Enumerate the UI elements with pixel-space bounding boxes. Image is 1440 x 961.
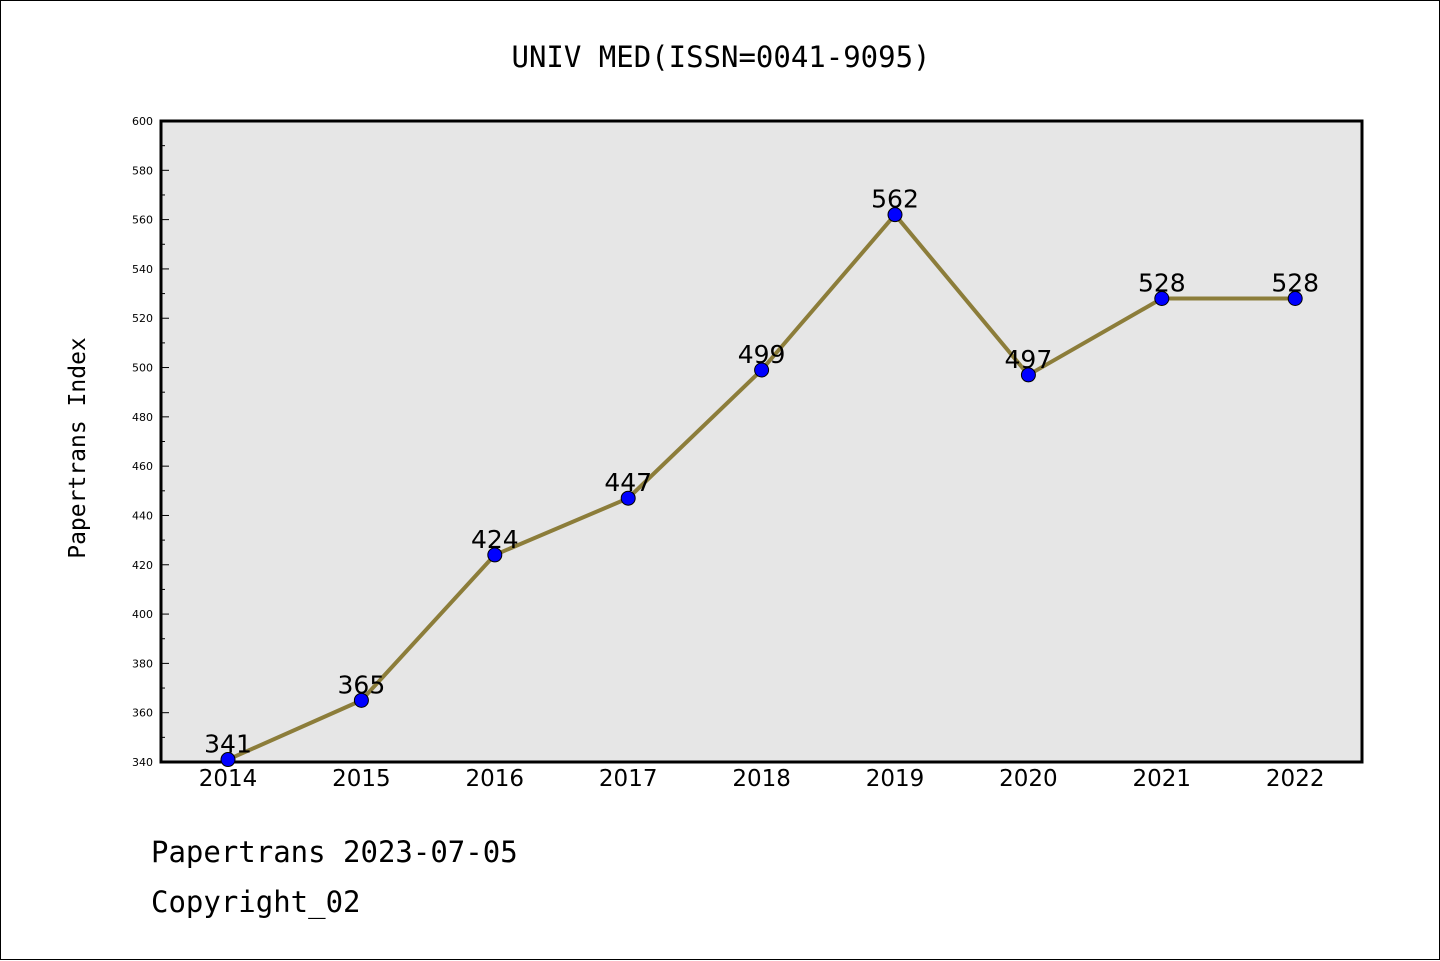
data-point — [353, 692, 369, 708]
x-tick-label: 2019 — [866, 766, 925, 792]
data-point — [487, 547, 503, 563]
y-tick-label: 540 — [132, 263, 153, 276]
series-layer: 341 365 424 447 499 562 497 528 528 — [204, 185, 1319, 768]
x-axis: 2014 2015 2016 2017 2018 2019 2020 2021 2022 — [199, 766, 1325, 792]
y-tick-label: 520 — [132, 312, 153, 325]
x-tick-label: 2014 — [199, 766, 258, 792]
y-tick-label: 420 — [132, 559, 153, 572]
footer-date: Papertrans 2023-07-05 — [151, 835, 518, 869]
x-tick-label: 2016 — [466, 766, 525, 792]
data-point — [754, 362, 770, 378]
x-tick-label: 2022 — [1266, 766, 1325, 792]
y-tick-label: 560 — [132, 214, 153, 227]
y-tick-label: 500 — [132, 362, 153, 375]
y-tick-label: 400 — [132, 608, 153, 621]
data-label: 341 — [204, 730, 252, 759]
y-axis-label: Papertrans Index — [65, 337, 91, 559]
x-tick-label: 2020 — [999, 766, 1058, 792]
chart-title: UNIV MED(ISSN=0041-9095) — [511, 40, 930, 74]
x-tick-label: 2018 — [732, 766, 791, 792]
footer-copyright: Copyright_02 — [151, 885, 361, 919]
y-tick-label: 460 — [132, 460, 153, 473]
data-label: 365 — [338, 670, 386, 699]
data-point — [1154, 291, 1170, 307]
x-tick-label: 2021 — [1133, 766, 1192, 792]
x-tick-label: 2017 — [599, 766, 658, 792]
data-point — [887, 207, 903, 223]
data-label: 424 — [471, 525, 519, 554]
y-axis: 340 360 380 400 420 440 460 480 500 520 540 560 580 6… — [132, 115, 169, 769]
data-label: 528 — [1271, 269, 1319, 298]
data-label: 497 — [1005, 345, 1053, 374]
x-tick-label: 2015 — [332, 766, 391, 792]
data-label: 447 — [604, 468, 652, 497]
y-tick-label: 440 — [132, 509, 153, 522]
y-tick-label: 380 — [132, 657, 153, 670]
y-tick-label: 580 — [132, 164, 153, 177]
y-tick-label: 600 — [132, 115, 153, 128]
data-label: 499 — [738, 340, 786, 369]
y-tick-label: 340 — [132, 756, 153, 769]
data-point — [1020, 367, 1036, 383]
data-label: 528 — [1138, 269, 1186, 298]
data-label: 562 — [871, 185, 919, 214]
data-point — [220, 752, 236, 768]
y-tick-label: 480 — [132, 411, 153, 424]
data-point — [620, 490, 636, 506]
data-point — [1287, 291, 1303, 307]
plot-area — [159, 119, 1364, 764]
y-tick-label: 360 — [132, 707, 153, 720]
